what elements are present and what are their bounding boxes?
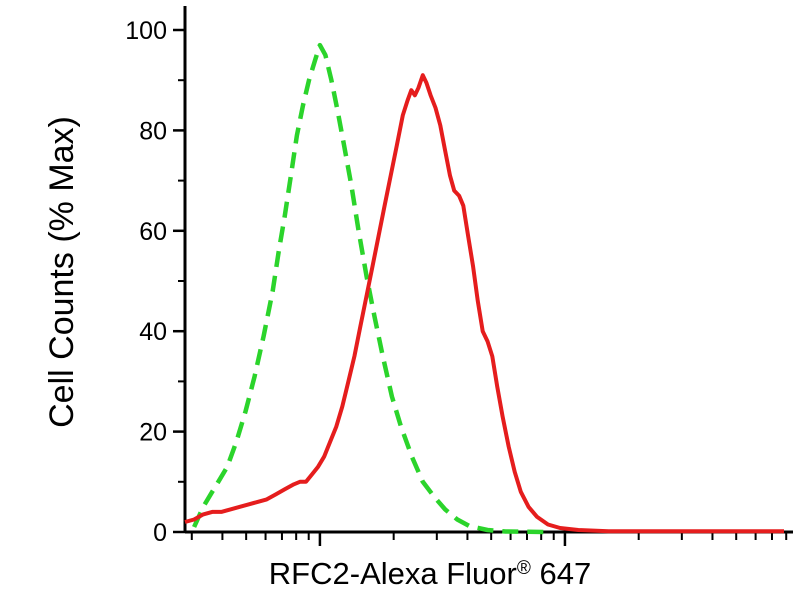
series-control-green-dashed-curve — [192, 42, 549, 535]
x-axis-label-suffix: 647 — [530, 556, 592, 591]
y-tick-label: 0 — [153, 519, 167, 547]
y-tick-label: 40 — [139, 318, 167, 346]
y-axis-ticks: 0 20 40 60 80 100 — [125, 17, 185, 547]
x-axis-ticks — [190, 532, 788, 546]
x-axis-label: RFC2-Alexa Fluor® 647 — [170, 556, 690, 592]
registered-trademark-symbol: ® — [516, 558, 531, 579]
y-axis-label: Cell Counts (% Max) — [43, 116, 81, 428]
y-tick-label: 20 — [139, 419, 167, 447]
y-tick-label: 80 — [139, 117, 167, 145]
series-stained-red-solid-curve — [184, 73, 784, 534]
y-tick-label: 100 — [125, 17, 167, 45]
y-tick-label: 60 — [139, 218, 167, 246]
x-axis-label-main: RFC2-Alexa Fluor — [268, 556, 517, 591]
axes — [183, 6, 793, 534]
